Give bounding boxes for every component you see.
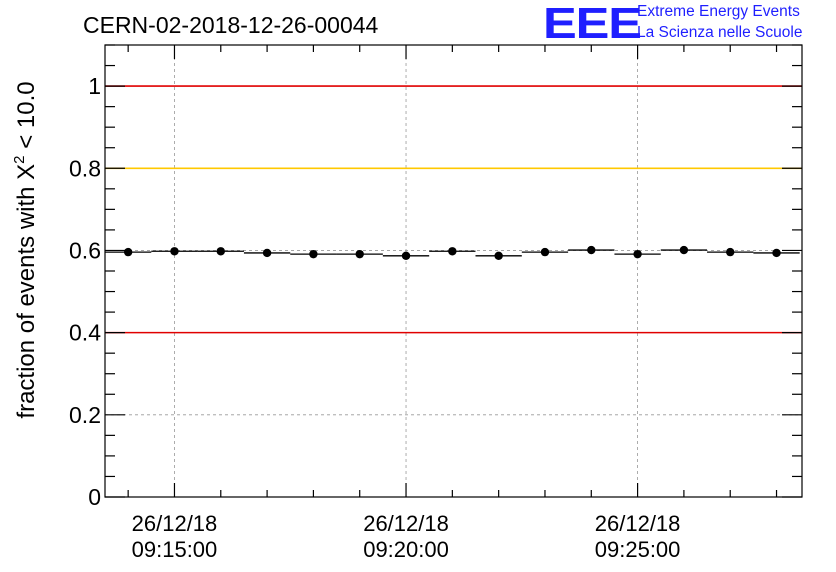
data-point <box>494 251 503 260</box>
data-point <box>309 249 318 259</box>
reference-lines <box>105 85 802 334</box>
data-point <box>633 249 642 259</box>
data-point <box>587 245 596 255</box>
x-tick-label-date: 26/12/18 <box>363 511 449 536</box>
y-axis-label: fraction of events with X2 < 10.0 <box>11 81 40 418</box>
data-point <box>216 247 225 256</box>
logo-line-2: La Scienza nelle Scuole <box>637 24 803 41</box>
x-tick-labels: 26/12/1809:15:0026/12/1809:20:0026/12/18… <box>132 511 681 562</box>
y-tick-label: 0.6 <box>69 237 101 263</box>
data-point <box>170 247 179 256</box>
x-tick-label-date: 26/12/18 <box>595 511 681 536</box>
data-point <box>540 247 550 257</box>
data-point <box>401 251 411 260</box>
data-point <box>123 247 133 257</box>
data-point <box>355 249 364 259</box>
data-series <box>105 245 800 260</box>
axis-ticks <box>105 44 802 498</box>
x-tick-label-time: 09:20:00 <box>363 537 449 562</box>
data-point <box>726 247 735 257</box>
y-tick-label: 0 <box>88 484 101 510</box>
y-tick-label: 1 <box>88 73 101 99</box>
data-point <box>679 245 689 255</box>
plot-frame <box>104 44 803 498</box>
chart-title: CERN-02-2018-12-26-00044 <box>83 12 379 38</box>
y-tick-label: 0.8 <box>69 155 101 181</box>
logo-line-1: Extreme Energy Events <box>637 3 800 20</box>
data-point <box>262 248 272 258</box>
x-tick-label-date: 26/12/18 <box>132 511 218 536</box>
eee-logo: EEE <box>543 0 642 48</box>
x-tick-label-time: 09:15:00 <box>132 537 218 562</box>
data-point <box>448 247 457 256</box>
x-tick-label-time: 09:25:00 <box>595 537 681 562</box>
y-tick-label: 0.2 <box>69 402 101 428</box>
data-point <box>772 248 781 258</box>
grid <box>105 45 802 497</box>
y-tick-label: 0.4 <box>69 320 101 346</box>
y-tick-labels: 0 0.2 0.4 0.6 0.8 1 <box>69 73 101 510</box>
